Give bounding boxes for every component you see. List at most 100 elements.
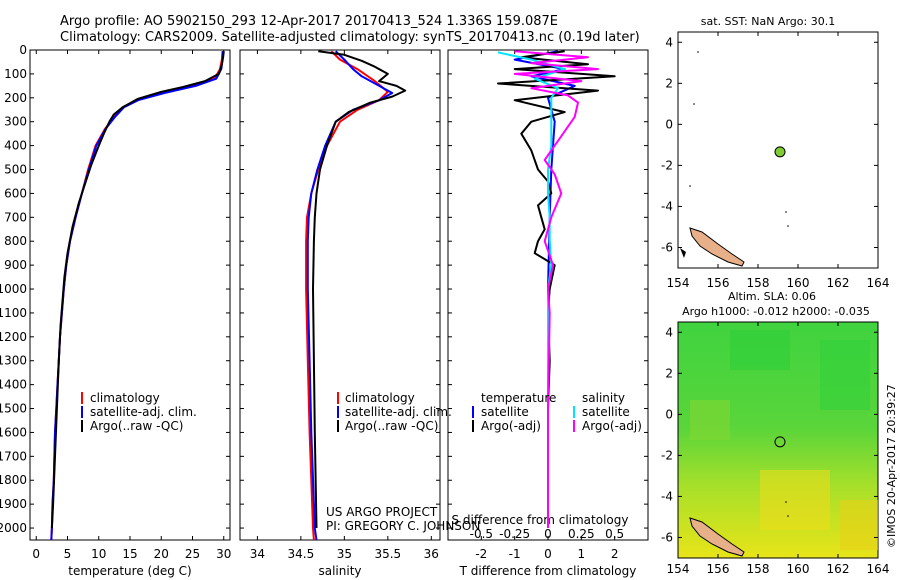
land-islet — [697, 51, 699, 53]
y-tick-label: 700 — [4, 210, 27, 224]
y-tick-label: 800 — [4, 234, 27, 248]
argo-position-marker — [774, 436, 786, 448]
legend-label: Argo(-adj) — [481, 419, 541, 433]
y-tick-label: 1200 — [0, 330, 27, 344]
legend-title-temperature: temperature — [481, 391, 556, 405]
land-islet — [689, 185, 691, 187]
series-line-argo-raw-qc- — [312, 50, 407, 529]
map-x-tick-label: 160 — [787, 276, 810, 290]
salinity-panel — [239, 49, 441, 541]
y-tick-label: 1800 — [0, 473, 27, 487]
salinity-x-label: salinity — [318, 564, 361, 578]
x-tick-label: 0 — [32, 547, 40, 561]
series-line-satellite-adj-clim- — [50, 51, 225, 540]
series-line-climatology — [50, 51, 224, 540]
sla-patch — [760, 470, 830, 530]
argo-position-marker — [774, 146, 786, 158]
map-y-tick-label: -4 — [661, 199, 673, 213]
legend-label: satellite — [582, 405, 630, 419]
map-y-tick-label: -6 — [661, 240, 673, 254]
map-x-tick-label: 160 — [787, 562, 810, 576]
legend-label: Argo(-adj) — [582, 419, 642, 433]
y-tick-label: 1600 — [0, 425, 27, 439]
x-tick-label: 1 — [578, 547, 586, 561]
y-tick-label: 400 — [4, 139, 27, 153]
sla-map-title: Altim. SLA: 0.06 — [728, 290, 816, 303]
legend-label: satellite-adj. clim. — [90, 405, 197, 419]
difference-legend: temperature satellite Argo(-adj) salinit… — [472, 391, 642, 433]
x-tick-label: 30 — [216, 547, 231, 561]
land-island — [689, 517, 745, 557]
y-tick-label: 1700 — [0, 449, 27, 463]
legend-label: Argo(..raw -QC) — [90, 419, 183, 433]
map-y-tick-label: -4 — [661, 489, 673, 503]
land-islet — [680, 248, 686, 258]
y-tick-label: 900 — [4, 258, 27, 272]
series-line-argo-raw-qc- — [50, 51, 225, 529]
salinity-legend: climatology satellite-adj. clim. Argo(..… — [337, 391, 452, 433]
series-line-satellite-adj-clim- — [306, 50, 394, 540]
salinity-series — [305, 50, 407, 540]
x-tick-label: 36 — [424, 547, 439, 561]
y-tick-label: 1500 — [0, 402, 27, 416]
land-islet — [787, 225, 789, 227]
x-tick-label-salinity: -0.25 — [499, 527, 530, 541]
legend-label: climatology — [90, 391, 160, 405]
map-x-tick-label: 162 — [827, 562, 850, 576]
x-tick-label: 35.5 — [374, 547, 401, 561]
map-y-tick-label: 0 — [665, 407, 673, 421]
y-tick-label: 1300 — [0, 354, 27, 368]
x-tick-label: 15 — [122, 547, 137, 561]
depth-axis: 0 100 200 300 400 500 600 700 800 900 1000 1100 1200… — [0, 43, 648, 535]
sst-map-axes: 154 156 158 160 162 164 4 2 0 -2 -4 -6 — [661, 32, 889, 290]
sla-map-land — [689, 501, 789, 557]
y-tick-label: 100 — [4, 67, 27, 81]
x-tick-label: -1 — [509, 547, 521, 561]
land-islet — [693, 103, 695, 105]
difference-x-label: T difference from climatology — [459, 564, 637, 578]
map-y-tick-label: -6 — [661, 530, 673, 544]
map-y-tick-label: -2 — [661, 158, 673, 172]
series-line-salinity-argo-adj- — [513, 50, 599, 528]
legend-label: satellite-adj. clim. — [345, 405, 452, 419]
x-tick-label: 25 — [185, 547, 200, 561]
sla-patch — [690, 400, 730, 440]
map-x-tick-label: 158 — [747, 276, 770, 290]
sst-map-land — [680, 51, 789, 267]
map-y-tick-label: 2 — [665, 366, 673, 380]
credit-line1: US ARGO PROJECT — [326, 505, 438, 519]
series-line-temperature-argo-adj- — [497, 50, 616, 528]
land-islet — [785, 501, 787, 503]
x-tick-label-salinity: -0.5 — [470, 527, 493, 541]
legend-label: satellite — [481, 405, 529, 419]
map-y-tick-label: 4 — [665, 35, 673, 49]
legend-label: climatology — [345, 391, 415, 405]
y-tick-label: 2000 — [0, 521, 27, 535]
x-tick-label: -2 — [475, 547, 487, 561]
temperature-legend: climatology satellite-adj. clim. Argo(..… — [81, 391, 197, 433]
map-x-tick-label: 164 — [867, 562, 890, 576]
x-tick-label: 0 — [544, 547, 552, 561]
sla-map-subtitle: Argo h1000: -0.012 h2000: -0.035 — [682, 305, 870, 318]
map-x-tick-label: 162 — [827, 276, 850, 290]
difference-x-axis: -2 -1 0 1 2 -0.5 -0.25 0 0.25 0.5 — [470, 50, 624, 561]
y-tick-label: 300 — [4, 115, 27, 129]
map-x-tick-label: 154 — [667, 562, 690, 576]
sla-patch — [840, 500, 878, 550]
y-tick-label: 0 — [19, 43, 27, 57]
map-x-tick-label: 164 — [867, 276, 890, 290]
imos-watermark: ©IMOS 20-Apr-2017 20:39:27 — [885, 384, 898, 548]
legend-title-salinity: salinity — [582, 391, 625, 405]
x-tick-label: 5 — [64, 547, 72, 561]
land-islet — [787, 515, 789, 517]
legend-label: Argo(..raw -QC) — [345, 419, 438, 433]
x-tick-label: 20 — [154, 547, 169, 561]
map-y-tick-label: 4 — [665, 325, 673, 339]
x-tick-label-salinity: 0.25 — [568, 527, 595, 541]
salinity-x-axis: 34 34.5 35 35.5 36 — [250, 50, 439, 561]
series-line-climatology — [305, 50, 389, 540]
header-line1: Argo profile: AO 5902150_293 12-Apr-2017… — [60, 14, 558, 29]
y-tick-label: 500 — [4, 163, 27, 177]
sla-patch — [730, 330, 790, 370]
